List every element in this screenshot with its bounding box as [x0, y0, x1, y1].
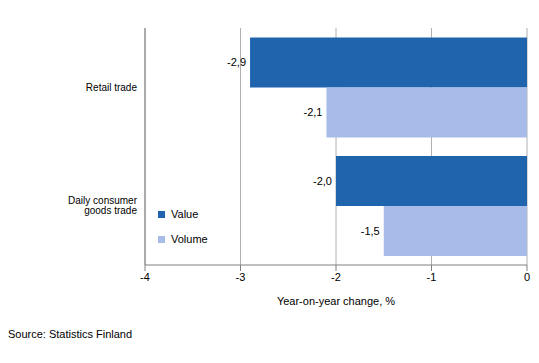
svg-text:-3: -3 — [236, 271, 246, 283]
svg-text:Retail trade: Retail trade — [86, 82, 138, 93]
svg-text:Daily consumergoods trade: Daily consumergoods trade — [68, 195, 138, 216]
svg-text:-1: -1 — [427, 271, 437, 283]
svg-text:-2,1: -2,1 — [303, 106, 322, 118]
html-text:Value: Value — [171, 208, 199, 220]
svg-text:-2,9: -2,9 — [227, 56, 246, 68]
svg-text:-2: -2 — [331, 271, 341, 283]
svg-text:Year-on-year change, %: Year-on-year change, % — [277, 295, 395, 307]
svg-text:0: 0 — [524, 271, 530, 283]
html-text:Volume: Volume — [171, 233, 208, 245]
svg-text:-2,0: -2,0 — [313, 175, 332, 187]
svg-text:-1,5: -1,5 — [361, 225, 380, 237]
svg-text:-4: -4 — [140, 271, 150, 283]
html-text:Source: Statistics Finland: Source: Statistics Finland — [8, 328, 133, 340]
